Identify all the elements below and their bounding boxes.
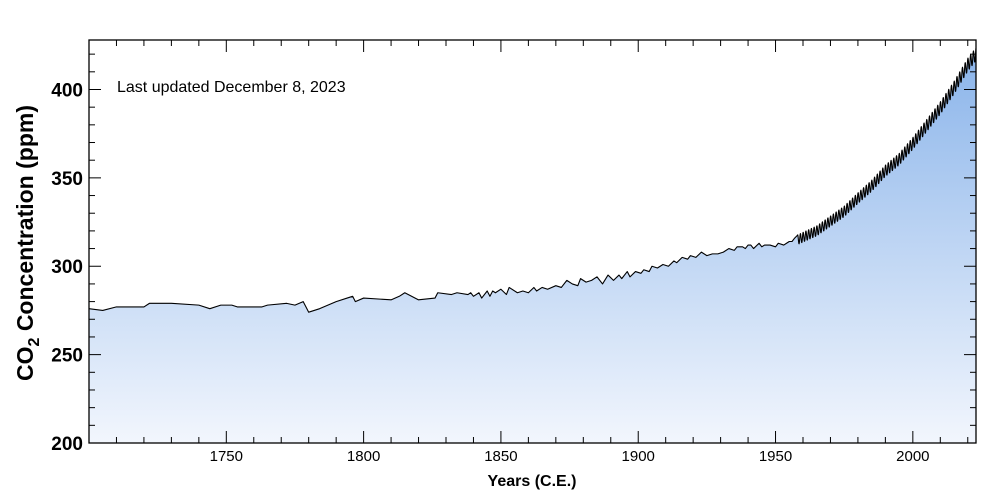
- y-tick-label: 250: [51, 346, 83, 367]
- y-axis-title-rest: Concentration (ppm): [12, 105, 38, 338]
- x-tick-label: 1950: [759, 448, 792, 465]
- x-tick-label: 1750: [210, 448, 243, 465]
- y-axis-title: CO2 Concentration (ppm): [12, 105, 43, 381]
- x-tick-label: 1800: [347, 448, 380, 465]
- y-axis-title-co: CO: [12, 346, 38, 381]
- y-tick-label: 200: [51, 434, 83, 455]
- co2-area-fill: [89, 48, 976, 443]
- x-tick-label: 1850: [484, 448, 517, 465]
- last-updated-annotation: Last updated December 8, 2023: [117, 79, 346, 96]
- y-tick-labels: 200 250 300 350 400: [51, 80, 83, 455]
- y-tick-label: 350: [51, 169, 83, 190]
- y-axis-title-subscript: 2: [26, 337, 43, 346]
- y-tick-label: 400: [51, 80, 83, 101]
- co2-concentration-line: [89, 48, 976, 313]
- x-tick-labels: 1750 1800 1850 1900 1950 2000: [210, 448, 930, 465]
- x-tick-label: 1900: [622, 448, 655, 465]
- y-tick-label: 300: [51, 257, 83, 278]
- plot-frame: [88, 39, 977, 444]
- x-tick-label: 2000: [896, 448, 929, 465]
- x-axis-title: Years (C.E.): [488, 473, 577, 490]
